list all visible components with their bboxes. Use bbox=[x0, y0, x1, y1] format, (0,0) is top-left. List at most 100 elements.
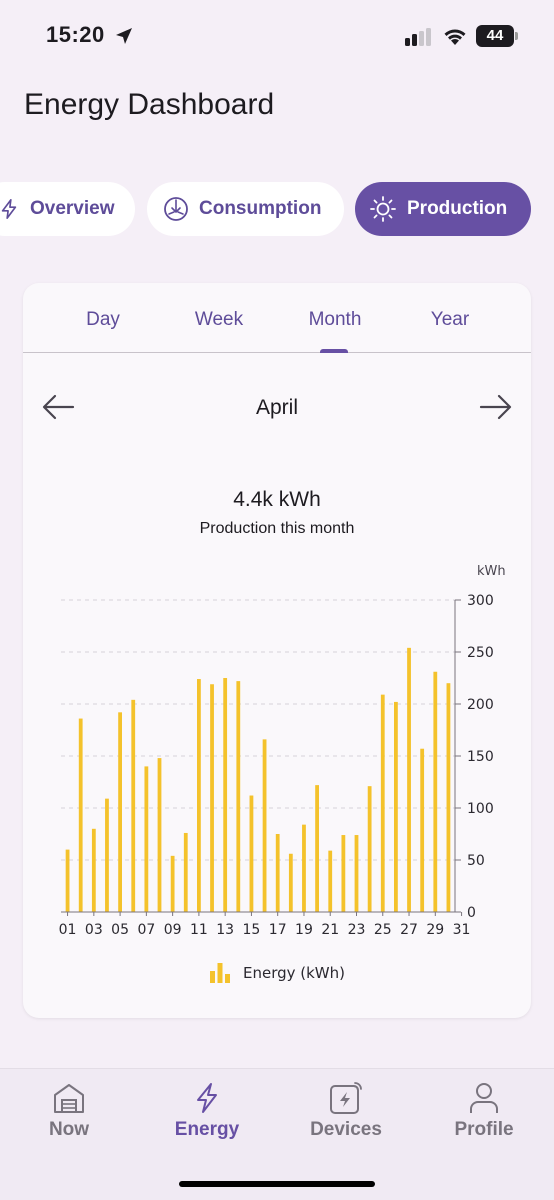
production-bar-chart: 0 50 100 150 200 250 300 01 03 05 07 09 11 13 15 17 19 21… bbox=[59, 564, 506, 938]
x-tick-label: 21 bbox=[321, 922, 339, 938]
total-caption: Production this month bbox=[199, 520, 355, 537]
bar-day-06 bbox=[131, 699, 136, 912]
bar-day-18 bbox=[288, 853, 293, 912]
y-tick-label: 100 bbox=[467, 801, 494, 817]
bar-day-21 bbox=[328, 850, 333, 912]
bar-day-28 bbox=[420, 748, 425, 912]
bar-day-27 bbox=[407, 647, 411, 912]
x-tick-label: 25 bbox=[374, 922, 392, 938]
y-tick-label: 50 bbox=[467, 853, 485, 869]
bar-day-19 bbox=[302, 824, 306, 912]
bar-day-03 bbox=[91, 828, 96, 912]
y-axis-unit: kWh bbox=[477, 564, 506, 579]
status-time: 15:20 bbox=[46, 22, 105, 47]
arrow-right-icon[interactable] bbox=[479, 393, 513, 421]
x-tick-label: 23 bbox=[348, 922, 366, 938]
y-tick-label: 150 bbox=[467, 749, 494, 765]
chart-bars bbox=[65, 647, 451, 912]
bar-day-17 bbox=[275, 834, 280, 912]
cellular-signal-icon bbox=[405, 28, 431, 46]
period-tabs: Day Week Month Year bbox=[23, 283, 531, 353]
bar-day-11 bbox=[197, 679, 201, 912]
bar-day-09 bbox=[170, 855, 175, 912]
nav-item-now[interactable]: Now bbox=[14, 1081, 124, 1141]
bar-day-15 bbox=[249, 795, 254, 912]
bar-day-01 bbox=[65, 849, 70, 912]
tab-indicator bbox=[320, 349, 348, 353]
bar-day-26 bbox=[394, 701, 398, 912]
chip-production-label: Production bbox=[407, 198, 508, 219]
bar-day-23 bbox=[354, 835, 359, 912]
x-tick-label: 03 bbox=[85, 922, 103, 938]
x-tick-label: 29 bbox=[426, 922, 444, 938]
sun-icon bbox=[370, 196, 396, 222]
chip-consumption[interactable]: Consumption bbox=[147, 182, 344, 236]
chip-consumption-label: Consumption bbox=[199, 198, 322, 219]
person-icon bbox=[470, 1083, 498, 1113]
tab-month[interactable]: Month bbox=[308, 309, 362, 330]
legend-label: Energy (kWh) bbox=[242, 964, 345, 982]
tab-week[interactable]: Week bbox=[194, 309, 244, 330]
nav-label-devices: Devices bbox=[310, 1119, 382, 1140]
x-tick-label: 15 bbox=[243, 922, 261, 938]
bar-day-08 bbox=[157, 758, 162, 912]
bar-day-12 bbox=[210, 684, 214, 912]
home-indicator bbox=[179, 1181, 375, 1187]
total-value: 4.4k kWh bbox=[233, 488, 321, 511]
chart-axes: 0 50 100 150 200 250 300 01 03 05 07 09 11 13 15 17 19 21… bbox=[59, 593, 494, 938]
bar-day-02 bbox=[78, 718, 83, 912]
bottom-navigation: Now Energy Devices Profile bbox=[0, 1068, 554, 1200]
x-tick-label: 31 bbox=[453, 922, 471, 938]
page-title: Energy Dashboard bbox=[24, 88, 275, 121]
bar-day-13 bbox=[223, 678, 228, 912]
lightning-icon bbox=[197, 1083, 217, 1113]
battery-level: 44 bbox=[476, 25, 514, 47]
wifi-icon bbox=[444, 29, 466, 45]
battery-cap bbox=[515, 32, 518, 40]
x-tick-label: 17 bbox=[269, 922, 287, 938]
bar-day-20 bbox=[315, 785, 319, 912]
chart-legend: Energy (kWh) bbox=[23, 963, 531, 983]
y-tick-label: 200 bbox=[467, 697, 494, 713]
bar-day-30 bbox=[446, 683, 451, 912]
consumption-icon bbox=[164, 197, 188, 221]
bar-day-04 bbox=[105, 798, 109, 912]
x-tick-label: 09 bbox=[164, 922, 182, 938]
nav-item-devices[interactable]: Devices bbox=[291, 1081, 401, 1141]
energy-type-selector: Overview Consumption bbox=[0, 182, 554, 236]
bar-day-16 bbox=[262, 739, 267, 912]
chip-production[interactable]: Production bbox=[355, 182, 531, 236]
tab-year[interactable]: Year bbox=[430, 309, 470, 330]
bar-day-07 bbox=[144, 766, 149, 912]
x-tick-label: 07 bbox=[137, 922, 155, 938]
x-tick-label: 11 bbox=[190, 922, 208, 938]
x-tick-label: 05 bbox=[111, 922, 129, 938]
y-tick-label: 0 bbox=[467, 905, 476, 921]
y-tick-label: 300 bbox=[467, 593, 494, 609]
bar-day-25 bbox=[380, 694, 385, 912]
lightning-icon bbox=[1, 199, 17, 219]
period-label: April bbox=[255, 396, 298, 419]
bar-day-24 bbox=[367, 786, 372, 912]
status-bar: 15:20 44 bbox=[0, 0, 554, 74]
battery-icon: 44 bbox=[476, 25, 518, 47]
production-card: Day Week Month Year April 4.4k kWh Produ… bbox=[23, 283, 531, 1018]
x-tick-label: 27 bbox=[400, 922, 418, 938]
tab-day[interactable]: Day bbox=[86, 309, 120, 330]
home-icon bbox=[54, 1084, 84, 1113]
nav-item-profile[interactable]: Profile bbox=[429, 1081, 539, 1141]
x-tick-label: 01 bbox=[59, 922, 77, 938]
y-tick-label: 250 bbox=[467, 645, 494, 661]
bar-day-10 bbox=[183, 832, 188, 912]
chip-overview-label: Overview bbox=[30, 198, 115, 219]
chip-overview[interactable]: Overview bbox=[0, 182, 135, 236]
nav-item-energy[interactable]: Energy bbox=[152, 1081, 262, 1141]
bar-day-22 bbox=[341, 835, 346, 912]
device-icon bbox=[330, 1082, 362, 1114]
bar-day-05 bbox=[118, 712, 122, 912]
x-tick-label: 19 bbox=[295, 922, 313, 938]
arrow-left-icon[interactable] bbox=[41, 393, 75, 421]
location-arrow-icon bbox=[116, 28, 132, 44]
bar-day-29 bbox=[433, 671, 438, 912]
nav-label-now: Now bbox=[48, 1119, 90, 1140]
